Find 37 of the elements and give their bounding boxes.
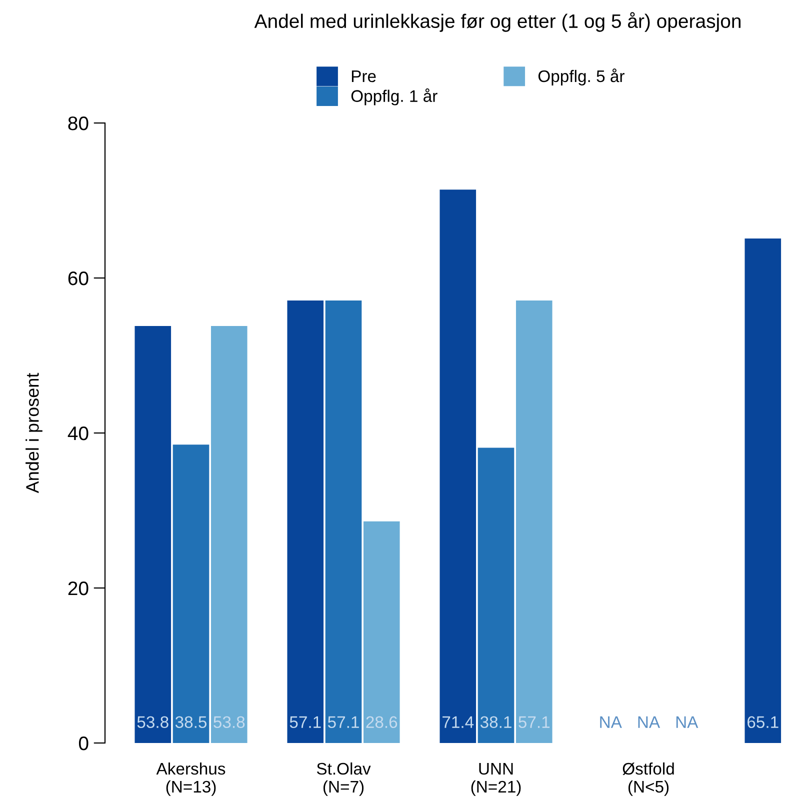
x-tick-label: St.Olav (N=7) (316, 762, 371, 796)
y-tick-label: 0 (78, 736, 88, 750)
x-tick-label: Akershus (N=13) (156, 762, 226, 796)
bar (325, 300, 362, 743)
bar (210, 326, 248, 743)
bar (516, 300, 552, 743)
data-label: 65.1 (748, 716, 778, 728)
data-label: 57.1 (518, 716, 550, 728)
y-tick-label: 40 (68, 426, 88, 440)
y-tick-label: 60 (68, 271, 88, 286)
bar (287, 300, 324, 743)
x-tick-label: UNN (N=21) (471, 763, 521, 796)
data-label: 53.8 (137, 716, 168, 728)
legend-label: Oppflg. 5 år (538, 68, 624, 86)
text: NA (600, 716, 622, 728)
y-tick-label: 80 (68, 116, 88, 130)
text: NA (638, 716, 660, 728)
y-axis-title: Andel i prosent (26, 372, 42, 494)
data-label: 71.4 (442, 716, 474, 728)
legend-label: Pre (352, 70, 376, 82)
bar (172, 444, 210, 743)
data-label: 57.1 (328, 716, 359, 728)
data-label: 57.1 (290, 716, 321, 728)
bar (744, 238, 782, 743)
bar (440, 190, 476, 743)
data-label: 28.6 (366, 716, 398, 728)
bar (363, 521, 400, 743)
data-label: 38.1 (480, 716, 512, 728)
data-label: 38.5 (175, 716, 207, 728)
chart-title: Andel med urinlekkasje før og etter (1 og 5 år) operasjon (254, 12, 740, 32)
data-label: 53.8 (214, 716, 245, 728)
text: NA (676, 716, 698, 728)
bar (134, 326, 172, 743)
legend-label: Oppflg. 1 år (351, 88, 438, 106)
bar (478, 448, 514, 743)
y-tick-label: 20 (68, 581, 88, 596)
x-tick-label: Østfold (N<5) (622, 762, 674, 796)
